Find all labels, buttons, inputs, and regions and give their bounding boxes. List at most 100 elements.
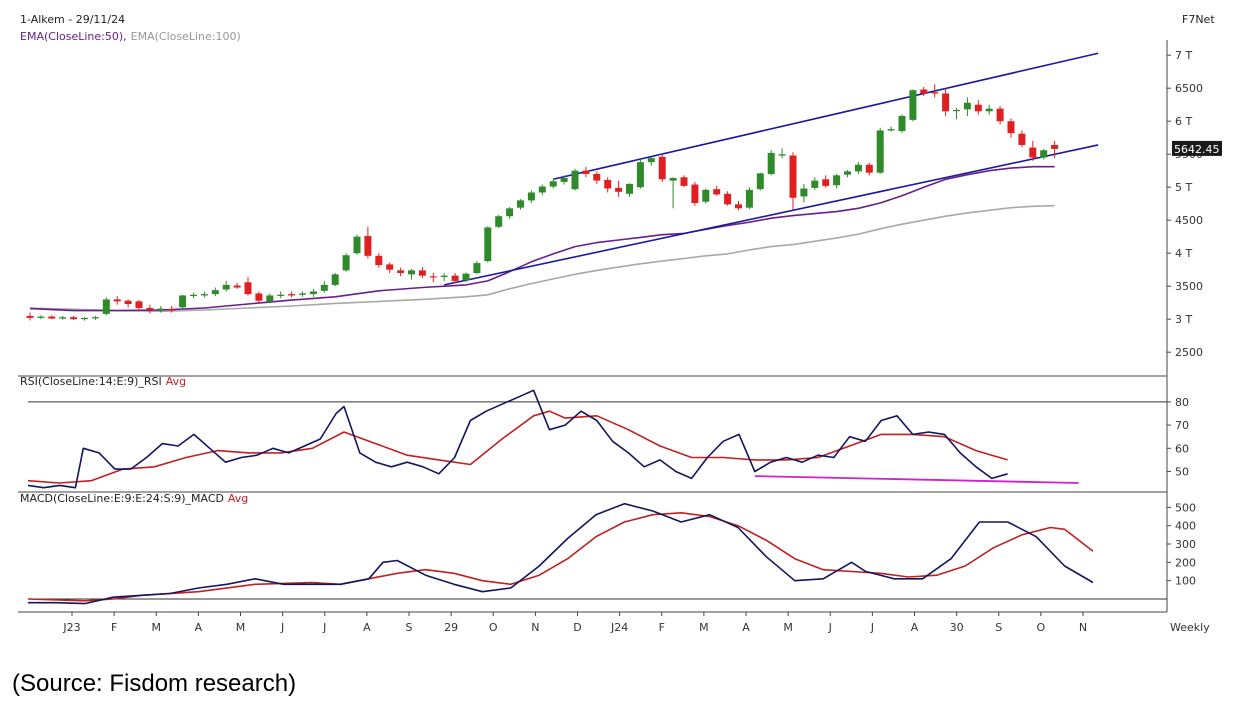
candle-body <box>549 181 557 187</box>
candle-body <box>266 295 274 302</box>
candle-body <box>669 177 677 181</box>
x-tick-label: A <box>363 621 371 634</box>
macd-avg-line <box>27 511 1094 602</box>
x-tick-label: J <box>828 621 832 634</box>
x-tick-label: N <box>531 621 539 634</box>
candle-body <box>691 184 699 204</box>
candle-body <box>767 152 775 174</box>
candle-body <box>680 177 688 186</box>
candle-body <box>953 109 960 112</box>
macd-avg-legend: Avg <box>228 492 248 505</box>
vendor-label: F7Net <box>1182 13 1215 26</box>
candle-body <box>702 189 710 202</box>
macd-y-tick-label: 500 <box>1175 501 1196 514</box>
trendline-lower <box>444 144 1099 286</box>
candle-body <box>364 236 372 256</box>
candle-body <box>397 270 405 273</box>
candle-body <box>745 189 753 208</box>
candle-body <box>854 164 862 172</box>
candle-body <box>408 270 415 275</box>
candle-body <box>996 108 1004 122</box>
macd-panel: MACD(CloseLine:E:9:E:24:S:9)_MACD Avg 100… <box>20 492 1196 605</box>
rsi-y-tick-label: 50 <box>1175 465 1189 478</box>
candle-body <box>70 317 78 320</box>
candle-body <box>789 155 797 198</box>
rsi-y-tick-label: 60 <box>1175 442 1189 455</box>
candle-body <box>822 179 830 186</box>
candle-body <box>582 170 590 174</box>
candle-body <box>124 300 132 305</box>
candle-body <box>538 186 546 193</box>
price-y-tick-label: 3500 <box>1175 280 1203 293</box>
candle-body <box>985 108 993 112</box>
candle-body <box>615 187 623 192</box>
price-y-tick-label: 4 T <box>1175 247 1192 260</box>
macd-y-tick-label: 100 <box>1175 575 1196 588</box>
candle-body <box>931 92 939 94</box>
candle-body <box>626 183 633 194</box>
macd-y-tick-label: 300 <box>1175 538 1196 551</box>
candle-body <box>811 180 819 188</box>
x-tick-label: A <box>911 621 919 634</box>
candle-body <box>429 276 437 278</box>
x-axis: Weekly J23 F M A M J J A S 29 O N D J24 F M A M J J A 30 S O N <box>62 612 1210 634</box>
price-y-tick-label: 6 T <box>1175 115 1192 128</box>
rsi-y-tick-label: 70 <box>1175 419 1189 432</box>
macd-y-tick-label: 400 <box>1175 520 1196 533</box>
candle-body <box>887 129 895 131</box>
candle-body <box>91 317 99 319</box>
candle-body <box>200 294 208 296</box>
candle-body <box>353 236 361 254</box>
candle-body <box>506 208 514 217</box>
candle-body <box>255 293 263 301</box>
x-tick-label: A <box>195 621 203 634</box>
x-tick-label: M <box>152 621 162 634</box>
candle-body <box>81 317 88 320</box>
candle-body <box>179 295 187 308</box>
svg-text:MACD(CloseLine:E:9:E:24:S:9)_M: MACD(CloseLine:E:9:E:24:S:9)_MACD Avg <box>20 492 248 505</box>
candle-body <box>571 170 579 190</box>
x-tick-label: M <box>699 621 709 634</box>
x-tick-label: S <box>995 621 1002 634</box>
price-y-tick-label: 5 T <box>1175 181 1192 194</box>
candle-body <box>876 130 884 173</box>
macd-title: MACD(CloseLine:E:9:E:24:S:9)_MACD <box>20 492 224 505</box>
candle-body <box>1007 121 1015 134</box>
rsi-panel: RSI(CloseLine:14:E:9)_RSI Avg 50 60 70 80 <box>20 375 1189 489</box>
rsi-support-line <box>754 475 1079 484</box>
candle-body <box>211 290 219 295</box>
candle-body <box>724 193 732 205</box>
candle-body <box>440 275 448 277</box>
x-tick-label: M <box>783 621 793 634</box>
candle-body <box>190 294 197 296</box>
price-y-tick-label: 2500 <box>1175 346 1203 359</box>
candle-body <box>735 204 742 209</box>
candle-body <box>593 174 601 181</box>
candle-body <box>299 293 306 295</box>
x-tick-label: J <box>280 621 284 634</box>
candle-body <box>233 285 241 288</box>
x-tick-label: J <box>322 621 326 634</box>
candle-body <box>26 315 34 318</box>
last-price-badge <box>1172 140 1222 156</box>
ema100-line <box>29 204 1055 313</box>
candle-body <box>963 102 971 110</box>
candle-body <box>48 316 56 319</box>
candle-body <box>59 317 67 319</box>
candle-body <box>909 90 917 120</box>
candle-body <box>320 284 328 291</box>
rsi-line <box>27 389 1008 489</box>
candle-body <box>604 179 612 189</box>
candle-body <box>386 264 394 270</box>
candle-body <box>157 308 165 310</box>
candle-body <box>647 158 655 163</box>
x-tick-label: M <box>236 621 246 634</box>
candle-body <box>495 216 503 227</box>
ema50-line <box>29 165 1055 312</box>
candle-body <box>277 294 285 296</box>
candle-body <box>168 309 176 311</box>
candle-body <box>1051 144 1059 149</box>
